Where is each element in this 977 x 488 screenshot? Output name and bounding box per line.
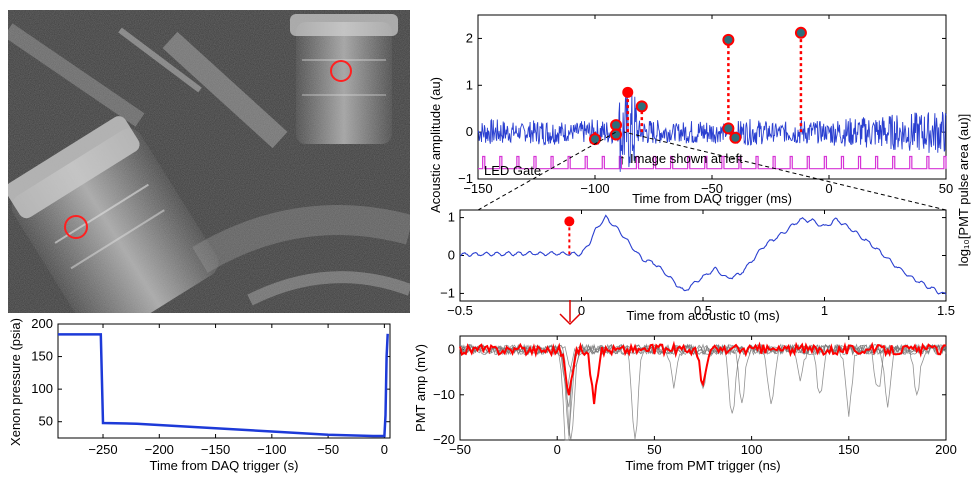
- led-gate-label: LED Gate: [484, 163, 541, 178]
- pmt-area-right-ylabel: log₁₀[PMT pulse area (au)]: [956, 114, 971, 267]
- zoom-ytick-label: −1: [440, 285, 455, 300]
- pmt-xtick-label: 200: [935, 442, 957, 457]
- pressure-plot: −250 −200 −150 −100 −50 0 50 100 150 200 Time fro…: [8, 316, 391, 473]
- acoustic-ytick-label: 0: [466, 124, 473, 139]
- acoustic-ylabel: Acoustic amplitude (au): [428, 77, 443, 213]
- pmt-pulse-marker: [635, 100, 648, 113]
- pmt-xlabel: Time from PMT trigger (ns): [625, 458, 780, 473]
- pmt-pulse-marker: [610, 128, 623, 141]
- acoustic-xtick-label: 0: [825, 181, 832, 196]
- zoom-xlabel: Time from acoustic t0 (ms): [626, 308, 779, 323]
- acoustic-ytick-label: 1: [466, 77, 473, 92]
- acoustic-axes-frame: [477, 14, 947, 180]
- pressure-axes-frame: [57, 323, 391, 439]
- image-marker-label: Image shown at left: [630, 151, 743, 166]
- bubble-circle-upper: [330, 60, 352, 82]
- pmt-pulse-marker: [729, 131, 742, 144]
- zoom-connector-right: [623, 131, 947, 211]
- pressure-xtick-label: −50: [317, 442, 339, 457]
- pressure-xtick-label: 0: [381, 442, 388, 457]
- pressure-ytick-label: 50: [39, 414, 53, 429]
- pmt-highlight-trace: [459, 340, 947, 405]
- pmt-xtick-label: 50: [647, 442, 661, 457]
- zoom-connector-left: [477, 131, 617, 211]
- pmt-ytick-label: −10: [433, 387, 455, 402]
- pressure-ylabel: Xenon pressure (psia): [8, 318, 23, 446]
- pressure-ytick-label: 200: [31, 316, 53, 331]
- zoom-series-line: [459, 214, 947, 295]
- acoustic-series-line: [477, 92, 947, 172]
- pmt-xtick-label: −50: [449, 442, 471, 457]
- acoustic-xlabel: Time from DAQ trigger (ms): [632, 191, 792, 206]
- pmt-ytick-label: 0: [448, 342, 455, 357]
- acoustic-xtick-label: −100: [580, 181, 609, 196]
- pressure-xtick-label: −200: [145, 442, 174, 457]
- led-gate-trace: [478, 155, 947, 170]
- zoom-pmt-marker: [564, 216, 575, 227]
- zoom-xtick-label: 0.5: [694, 303, 712, 318]
- pmt-ytick-label: −20: [433, 432, 455, 447]
- pmt-pulse-marker: [794, 26, 807, 39]
- zoom-xtick-label: 0: [578, 303, 585, 318]
- acoustic-zoom-plot: −0.5 0 0.5 1 1.5 −1 0 1 Time from acoustic t0 (…: [440, 209, 955, 323]
- zoom-xtick-label: 1: [821, 303, 828, 318]
- zoom-xtick-label: 1.5: [937, 303, 955, 318]
- pmt-pulse-marker: [722, 122, 735, 135]
- acoustic-xtick-label: −50: [701, 181, 723, 196]
- pressure-series-line: [58, 333, 389, 438]
- pmt-ylabel: PMT amp (mV): [413, 344, 428, 432]
- bubble-chamber-photo: [8, 10, 410, 313]
- pressure-xtick-label: −150: [201, 442, 230, 457]
- pmt-plot: −50 0 50 100 150 200 −20 −10 0 Time from PMT tri…: [413, 335, 957, 473]
- bubble-circle-lower: [64, 215, 88, 239]
- zoom-xtick-label: −0.5: [447, 303, 473, 318]
- zoom-axes-frame: [459, 209, 947, 302]
- pmt-xtick-label: 100: [741, 442, 763, 457]
- acoustic-ytick-label: 2: [466, 30, 473, 45]
- acoustic-xtick-label: 50: [939, 181, 953, 196]
- acoustic-xtick-label: −150: [463, 181, 492, 196]
- pmt-pulse-marker: [589, 133, 601, 146]
- pmt-pulse-marker: [622, 86, 634, 98]
- pmt-xtick-label: 0: [554, 442, 561, 457]
- zoom-ytick-label: 1: [448, 210, 455, 225]
- pressure-xtick-label: −100: [257, 442, 286, 457]
- pmt-xtick-label: 150: [838, 442, 860, 457]
- acoustic-ytick-label: −1: [458, 171, 473, 186]
- pressure-xlabel: Time from DAQ trigger (s): [149, 458, 298, 473]
- zoom-ytick-label: 0: [448, 248, 455, 263]
- image-marker-arrow-icon: ↑: [619, 151, 626, 167]
- pressure-ytick-label: 150: [31, 349, 53, 364]
- pressure-xtick-label: −250: [88, 442, 117, 457]
- pmt-pulse-marker: [722, 33, 735, 46]
- acoustic-main-plot: −150 −100 −50 0 50 −1 0 1 2 LED Gate ↑ Image sho…: [428, 14, 971, 267]
- red-arrow-down-icon: [559, 313, 581, 326]
- pressure-ytick-label: 100: [31, 381, 53, 396]
